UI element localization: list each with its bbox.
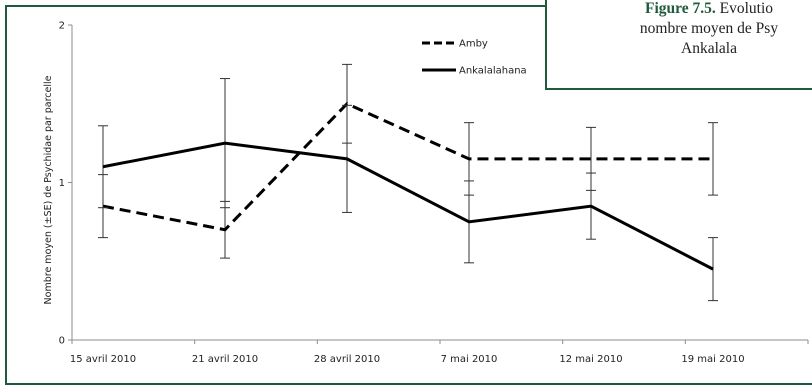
y-tick-label: 0 <box>59 336 65 347</box>
series-line-amby <box>103 104 713 230</box>
caption-box: Figure 7.5. Evolutio nombre moyen de Psy… <box>545 0 812 90</box>
legend-label-ankalalahana: Ankalalahana <box>459 66 527 77</box>
caption-line-1-text: Evolutio <box>716 0 773 17</box>
y-tick-label: 2 <box>59 21 65 32</box>
x-tick-label: 7 mai 2010 <box>441 354 498 365</box>
series-ankalalahana <box>98 79 718 301</box>
legend-label-amby: Amby <box>459 39 488 50</box>
caption-line-2: nombre moyen de Psy <box>575 19 812 39</box>
y-axis-label: Nombre moyen (±SE) de Psychidae par parc… <box>43 75 54 304</box>
x-tick-label: 19 mai 2010 <box>681 354 744 365</box>
y-tick-label: 1 <box>59 178 65 189</box>
x-tick-label: 12 mai 2010 <box>559 354 622 365</box>
series-line-ankalalahana <box>103 143 713 269</box>
chart-series <box>98 64 718 300</box>
caption-line-1: Figure 7.5. Evolutio <box>575 0 812 19</box>
x-tick-label: 15 avril 2010 <box>70 354 136 365</box>
x-tick-label: 21 avril 2010 <box>192 354 258 365</box>
x-tick-label: 28 avril 2010 <box>314 354 380 365</box>
figure-caption: Figure 7.5. Evolutio nombre moyen de Psy… <box>575 0 812 59</box>
chart-legend: Amby Ankalalahana <box>422 39 527 77</box>
caption-line-3: Ankalala <box>575 39 812 59</box>
series-amby <box>98 64 718 258</box>
figure-number: Figure 7.5. <box>645 0 716 17</box>
